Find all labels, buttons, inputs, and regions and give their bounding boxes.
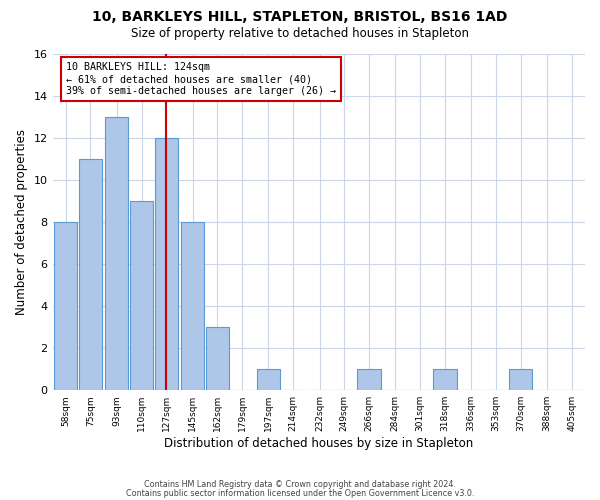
Bar [105, 117, 128, 390]
Text: Contains HM Land Registry data © Crown copyright and database right 2024.: Contains HM Land Registry data © Crown c… [144, 480, 456, 489]
Text: Contains public sector information licensed under the Open Government Licence v3: Contains public sector information licen… [126, 489, 474, 498]
Bar [257, 369, 280, 390]
Bar [130, 201, 153, 390]
Bar [433, 369, 457, 390]
Bar [79, 159, 102, 390]
Bar [155, 138, 178, 390]
Text: Size of property relative to detached houses in Stapleton: Size of property relative to detached ho… [131, 28, 469, 40]
X-axis label: Distribution of detached houses by size in Stapleton: Distribution of detached houses by size … [164, 437, 473, 450]
Text: 10, BARKLEYS HILL, STAPLETON, BRISTOL, BS16 1AD: 10, BARKLEYS HILL, STAPLETON, BRISTOL, B… [92, 10, 508, 24]
Bar [54, 222, 77, 390]
Text: 10 BARKLEYS HILL: 124sqm
← 61% of detached houses are smaller (40)
39% of semi-d: 10 BARKLEYS HILL: 124sqm ← 61% of detach… [65, 62, 335, 96]
Bar [358, 369, 381, 390]
Bar [206, 327, 229, 390]
Bar [181, 222, 204, 390]
Bar [509, 369, 532, 390]
Y-axis label: Number of detached properties: Number of detached properties [15, 129, 28, 315]
